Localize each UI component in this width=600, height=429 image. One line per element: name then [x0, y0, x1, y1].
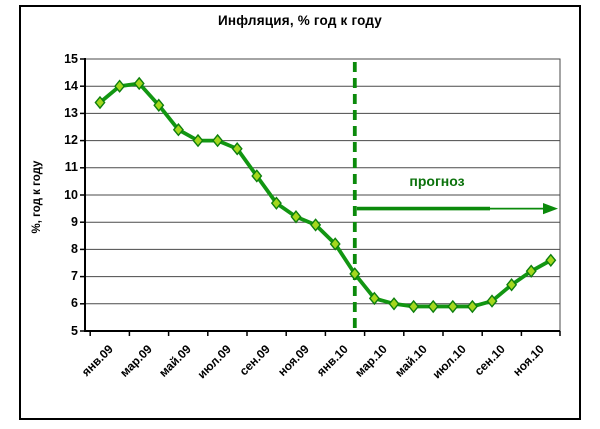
y-tick-label: 12 [64, 133, 78, 148]
data-point-marker [506, 278, 518, 292]
forecast-label: прогноз [409, 173, 465, 189]
data-point-marker [290, 210, 302, 224]
y-tick-label: 8 [71, 241, 78, 256]
y-tick-label: 9 [71, 214, 78, 229]
data-point-marker [329, 237, 341, 251]
y-tick-label: 14 [64, 78, 78, 93]
y-tick-label: 15 [64, 51, 78, 66]
data-point-marker [486, 294, 498, 308]
forecast-arrowhead [543, 203, 558, 215]
data-point-marker [231, 142, 243, 156]
data-point-marker [368, 291, 380, 306]
data-point-marker [133, 76, 145, 91]
data-point-marker [408, 299, 420, 314]
data-point-marker [466, 299, 478, 314]
data-point-marker [388, 297, 400, 311]
y-tick-label: 6 [71, 296, 78, 311]
y-tick-label: 10 [64, 187, 78, 202]
y-tick-label: 13 [64, 105, 78, 120]
data-point-marker [270, 196, 282, 210]
data-point-marker [525, 264, 537, 278]
data-point-marker [172, 123, 184, 137]
chart-frame [19, 5, 581, 420]
y-tick-label: 5 [71, 323, 78, 338]
data-point-marker [212, 133, 224, 148]
y-tick-label: 7 [71, 269, 78, 284]
data-point-marker [94, 95, 106, 110]
data-point-marker [153, 98, 165, 112]
data-point-marker [251, 169, 263, 183]
data-point-marker [545, 253, 557, 267]
data-point-marker [114, 79, 126, 93]
y-tick-label: 11 [64, 160, 78, 175]
data-point-marker [310, 218, 322, 232]
chart-title: Инфляция, % год к году [217, 13, 382, 28]
data-point-marker [192, 133, 204, 148]
data-point-marker [349, 267, 361, 281]
data-point-marker [447, 299, 459, 314]
data-point-marker [427, 299, 439, 314]
